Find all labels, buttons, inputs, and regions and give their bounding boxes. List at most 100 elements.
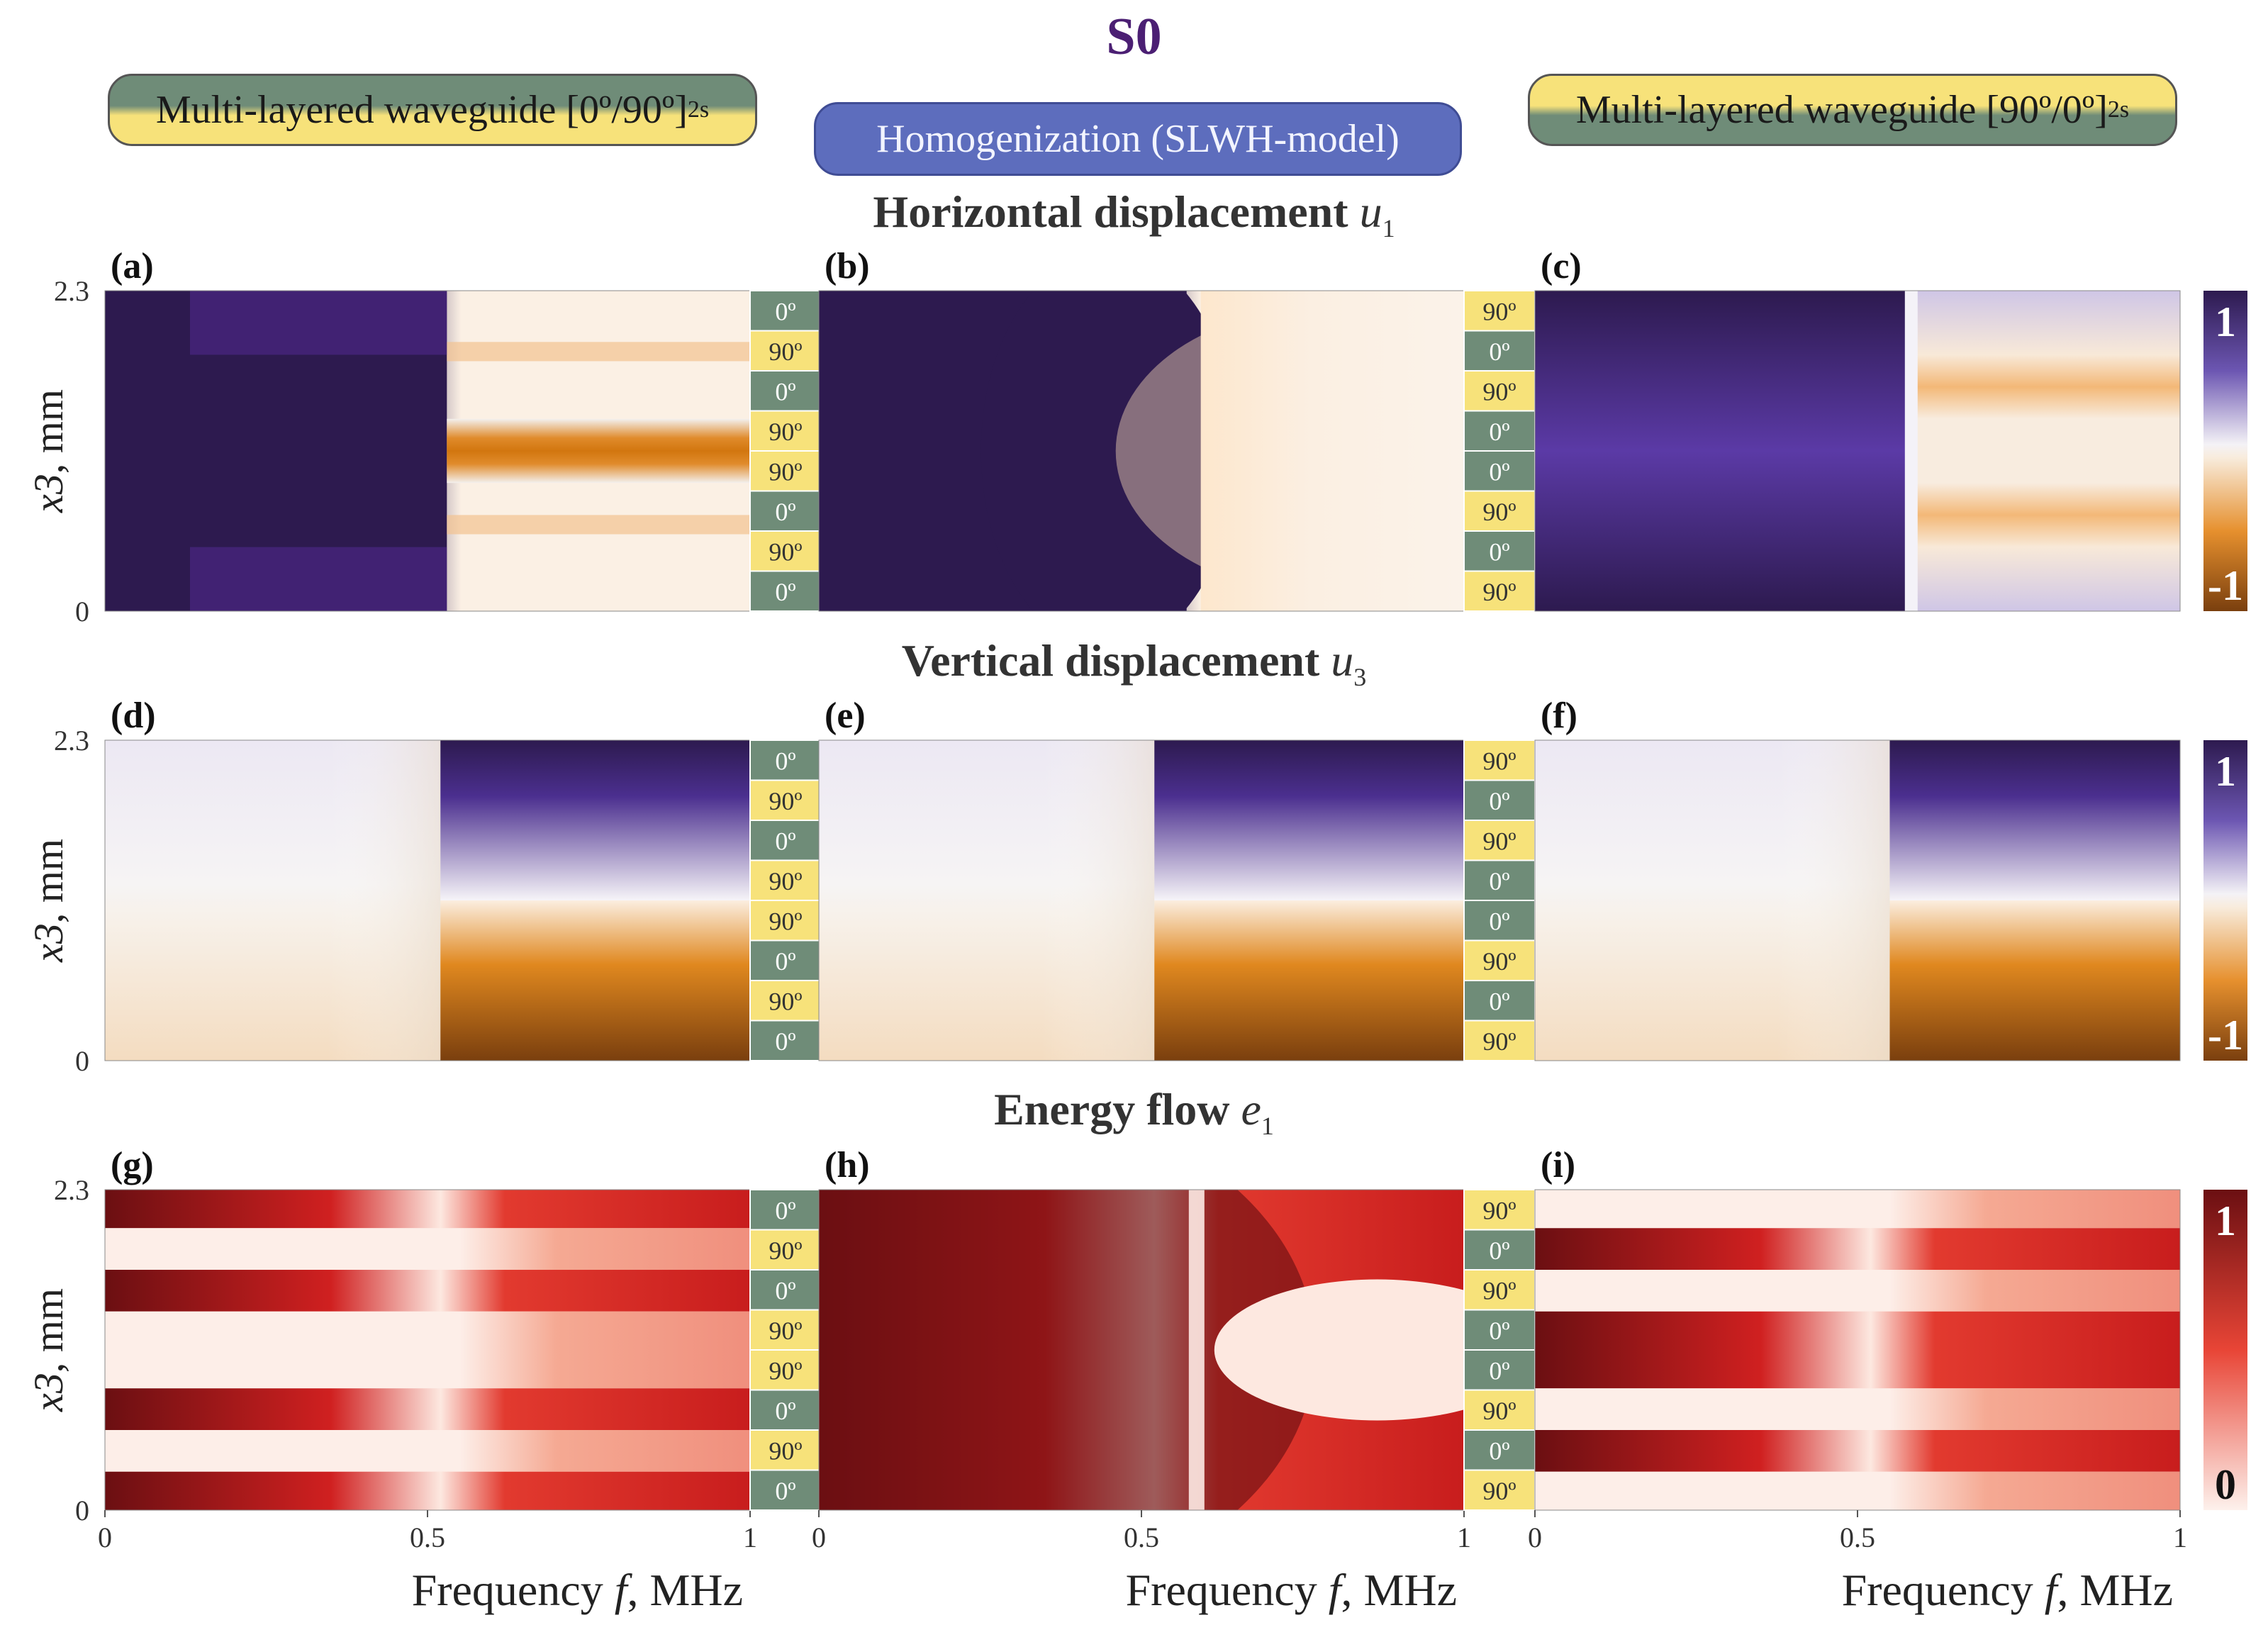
layer-cell — [1463, 370, 1536, 412]
layer-cell — [749, 490, 822, 532]
axes-frame — [1534, 290, 2181, 612]
colorbar-tick-label: -1 — [2208, 1012, 2243, 1059]
y-axis-label: x3, mm — [26, 389, 72, 513]
pill-left-sub: 2s — [687, 96, 710, 123]
energy-band — [1535, 1430, 2180, 1472]
colorbar-tick-label: 1 — [2215, 1197, 2236, 1244]
layer-label: 90º — [1482, 578, 1516, 606]
energy-core — [1214, 1279, 1464, 1421]
layer-label: 0º — [775, 498, 795, 526]
layer-label: 0º — [1489, 787, 1509, 815]
layer-label: 0º — [775, 1027, 795, 1056]
layer-label: 0º — [775, 377, 795, 406]
layer-cell — [749, 290, 822, 332]
layer-cell — [1463, 900, 1536, 942]
layer-label: 90º — [1482, 1027, 1516, 1056]
layer-label: 0º — [775, 1196, 795, 1224]
purple-lobe — [1535, 291, 1909, 611]
layer-label: 0º — [1489, 337, 1509, 366]
energy-band — [105, 1311, 750, 1389]
section-title-var: u — [1359, 186, 1382, 237]
figure-title: S0 — [1106, 8, 1162, 66]
layer-label: 0º — [1489, 457, 1509, 486]
energy-band — [1535, 1388, 2180, 1430]
y-tick-label: 0 — [75, 1045, 89, 1077]
pill-mid-text: Homogenization (SLWH-model) — [876, 117, 1400, 161]
layer-cell — [1463, 779, 1536, 821]
layer-label: 0º — [775, 1477, 795, 1505]
layer-label: 90º — [1482, 947, 1516, 976]
energy-band — [1535, 1228, 2180, 1270]
y-tick-label: 2.3 — [54, 1174, 89, 1206]
section-title-var: u — [1331, 635, 1354, 686]
layer-cell — [1463, 1349, 1536, 1391]
panel-label: (c) — [1541, 246, 1582, 286]
orange-band — [1916, 291, 2180, 611]
layer-cell — [1463, 290, 1536, 332]
layer-label: 0º — [775, 827, 795, 855]
layer-label: 90º — [1482, 1477, 1516, 1505]
orange-band — [447, 342, 750, 362]
y-tick-label: 0 — [75, 1495, 89, 1526]
layer-label: 0º — [1489, 987, 1509, 1015]
layer-label: 0º — [1489, 1436, 1509, 1465]
layer-cell — [749, 1269, 822, 1311]
layer-cell — [1463, 739, 1536, 781]
colorbar — [2203, 1190, 2247, 1510]
axes-frame — [1534, 739, 2181, 1061]
pill-left-text: Multi-layered waveguide [0º/90º] — [155, 88, 688, 132]
y-tick-label: 0 — [75, 596, 89, 627]
heatmap-d — [105, 740, 750, 1061]
purple-lobe — [190, 547, 447, 611]
layer-cell — [1463, 570, 1536, 612]
layer-label: 90º — [1482, 297, 1516, 325]
layer-cell — [1463, 1469, 1536, 1511]
purple-region — [440, 740, 750, 900]
pill-right-sub: 2s — [2107, 96, 2130, 123]
layer-label: 90º — [1482, 1397, 1516, 1425]
heatmap-g — [105, 1190, 750, 1510]
energy-band — [105, 1270, 750, 1312]
layer-cell — [1463, 939, 1536, 981]
layer-cell — [749, 450, 822, 492]
heatmap-c — [1535, 291, 2180, 611]
layer-cell — [749, 410, 822, 452]
energy-band — [1535, 1471, 2180, 1510]
orange-band — [1200, 291, 1464, 611]
colorbar — [2203, 291, 2247, 611]
pill-right-text: Multi-layered waveguide [90º/0º] — [1575, 88, 2108, 132]
energy-band — [105, 1471, 750, 1510]
layer-cell — [1463, 1269, 1536, 1311]
layer-cell — [1463, 1229, 1536, 1271]
energy-band — [1535, 1311, 2180, 1389]
colorbar — [2203, 740, 2247, 1061]
x-tick-label: 0.5 — [410, 1521, 445, 1553]
x-tick-label: 0 — [1528, 1521, 1542, 1553]
x-tick-label: 1 — [1457, 1521, 1471, 1553]
section-title-text: Vertical displacement — [901, 635, 1331, 686]
layer-cell — [1463, 450, 1536, 492]
layer-label: 90º — [1482, 377, 1516, 406]
heatmap-b — [819, 291, 1464, 611]
pill-homogenization: Homogenization (SLWH-model) — [814, 102, 1462, 176]
panel-label: (g) — [111, 1145, 154, 1185]
layer-label: 0º — [1489, 418, 1509, 446]
energy-band — [105, 1388, 750, 1430]
energy-band — [105, 1430, 750, 1472]
layer-label: 0º — [1489, 1236, 1509, 1265]
layer-cell — [749, 530, 822, 572]
pill-multilayer-90-0: Multi-layered waveguide [90º/0º] 2s — [1528, 74, 2177, 146]
layer-cell — [749, 1469, 822, 1511]
purple-lobe — [981, 291, 1236, 611]
layer-cell — [749, 370, 822, 412]
transition-band — [1904, 291, 1918, 611]
section-title-sub: 1 — [1261, 1111, 1274, 1140]
heatmap-a — [105, 291, 750, 611]
transition-band — [1188, 1190, 1205, 1510]
x-tick-label: 0.5 — [1124, 1521, 1159, 1553]
panel-label: (h) — [825, 1145, 870, 1185]
layer-label: 90º — [769, 1236, 802, 1265]
x-tick-label: 0.5 — [1840, 1521, 1875, 1553]
x-tick-label: 0 — [98, 1521, 112, 1553]
